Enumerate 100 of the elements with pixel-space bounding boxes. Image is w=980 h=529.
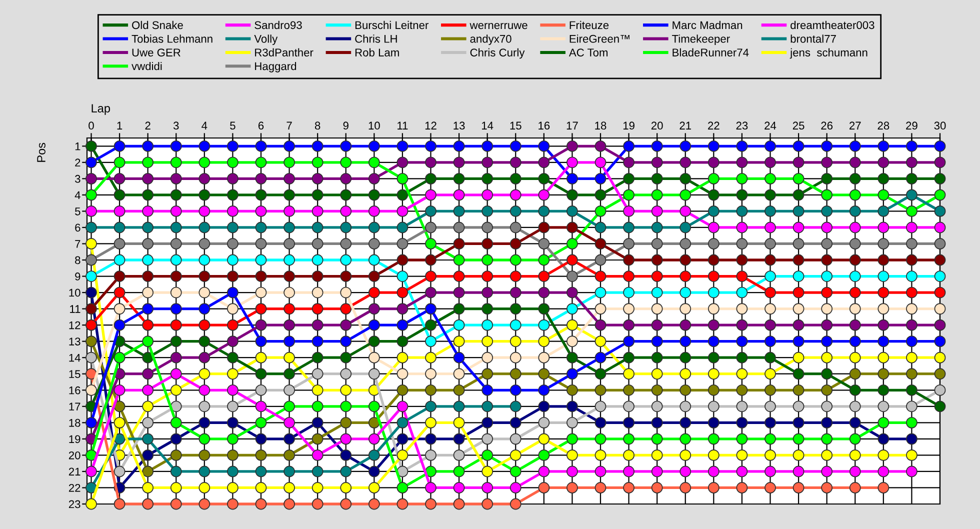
point	[651, 286, 663, 298]
point	[623, 319, 634, 331]
point	[708, 254, 720, 266]
point	[821, 466, 833, 478]
point	[453, 466, 465, 478]
point	[425, 319, 436, 331]
point	[792, 238, 804, 250]
point	[594, 206, 606, 217]
point	[849, 140, 861, 152]
point	[792, 433, 804, 445]
point	[425, 270, 436, 282]
point	[680, 189, 692, 201]
point	[368, 222, 380, 234]
point	[594, 368, 606, 380]
point	[821, 400, 833, 412]
point	[453, 222, 465, 234]
x-tick-label: 10	[368, 122, 380, 130]
legend-label: Haggard	[255, 62, 296, 72]
point	[906, 286, 918, 298]
point	[396, 384, 408, 396]
x-tick-label: 7	[286, 122, 292, 130]
point	[340, 222, 352, 234]
point	[538, 156, 550, 168]
x-tick-label: 13	[454, 122, 465, 130]
point	[255, 416, 267, 428]
point	[142, 384, 154, 396]
point	[142, 498, 154, 510]
point	[482, 400, 494, 412]
point	[255, 352, 267, 364]
point	[736, 222, 748, 234]
point	[878, 368, 890, 380]
point	[651, 206, 663, 217]
point	[340, 450, 352, 461]
point	[736, 482, 748, 494]
point	[764, 433, 776, 445]
point	[566, 189, 578, 201]
point	[566, 270, 578, 282]
point	[510, 172, 522, 184]
point	[736, 450, 748, 461]
point	[736, 303, 748, 314]
point	[821, 206, 833, 217]
point	[114, 400, 126, 412]
point	[114, 303, 126, 314]
point	[453, 319, 465, 331]
legend-label: Timekeeper	[672, 34, 730, 45]
point	[482, 303, 494, 314]
point	[538, 450, 550, 461]
y-tick-label: 18	[69, 418, 80, 427]
point	[227, 400, 238, 412]
point	[86, 189, 97, 201]
point	[708, 189, 720, 201]
point	[623, 400, 634, 412]
point	[198, 270, 210, 282]
point	[227, 336, 238, 348]
point	[198, 498, 210, 510]
point	[312, 352, 324, 364]
point	[86, 172, 97, 184]
x-tick-label: 29	[906, 122, 918, 130]
legend-label: Volly	[254, 34, 278, 45]
point	[538, 368, 550, 380]
point	[934, 189, 946, 201]
y-tick-label: 19	[69, 435, 80, 444]
point	[736, 384, 748, 396]
point	[425, 482, 436, 494]
point	[170, 466, 182, 478]
point	[340, 433, 352, 445]
point	[878, 303, 890, 314]
point	[198, 336, 210, 348]
point	[849, 400, 861, 412]
point	[792, 286, 804, 298]
point	[482, 238, 494, 250]
point	[170, 222, 182, 234]
point	[227, 172, 238, 184]
point	[396, 416, 408, 428]
point	[821, 433, 833, 445]
point	[594, 433, 606, 445]
point	[792, 156, 804, 168]
point	[651, 189, 663, 201]
legend-label: jens schumann	[790, 48, 868, 59]
point	[566, 140, 578, 152]
point	[934, 270, 946, 282]
x-tick-label: 11	[398, 122, 408, 130]
point	[594, 466, 606, 478]
point	[453, 482, 465, 494]
y-tick-label: 12	[69, 321, 80, 330]
point	[170, 189, 182, 201]
point	[453, 433, 465, 445]
point	[906, 352, 918, 364]
point	[368, 368, 380, 380]
x-tick-label: 28	[878, 122, 890, 130]
point	[142, 319, 154, 331]
point	[680, 466, 692, 478]
y-tick-label: 14	[69, 354, 80, 362]
point	[680, 172, 692, 184]
point	[906, 368, 918, 380]
point	[284, 336, 295, 348]
point	[425, 433, 436, 445]
point	[849, 156, 861, 168]
y-tick-label: 3	[74, 174, 80, 183]
point	[821, 189, 833, 201]
